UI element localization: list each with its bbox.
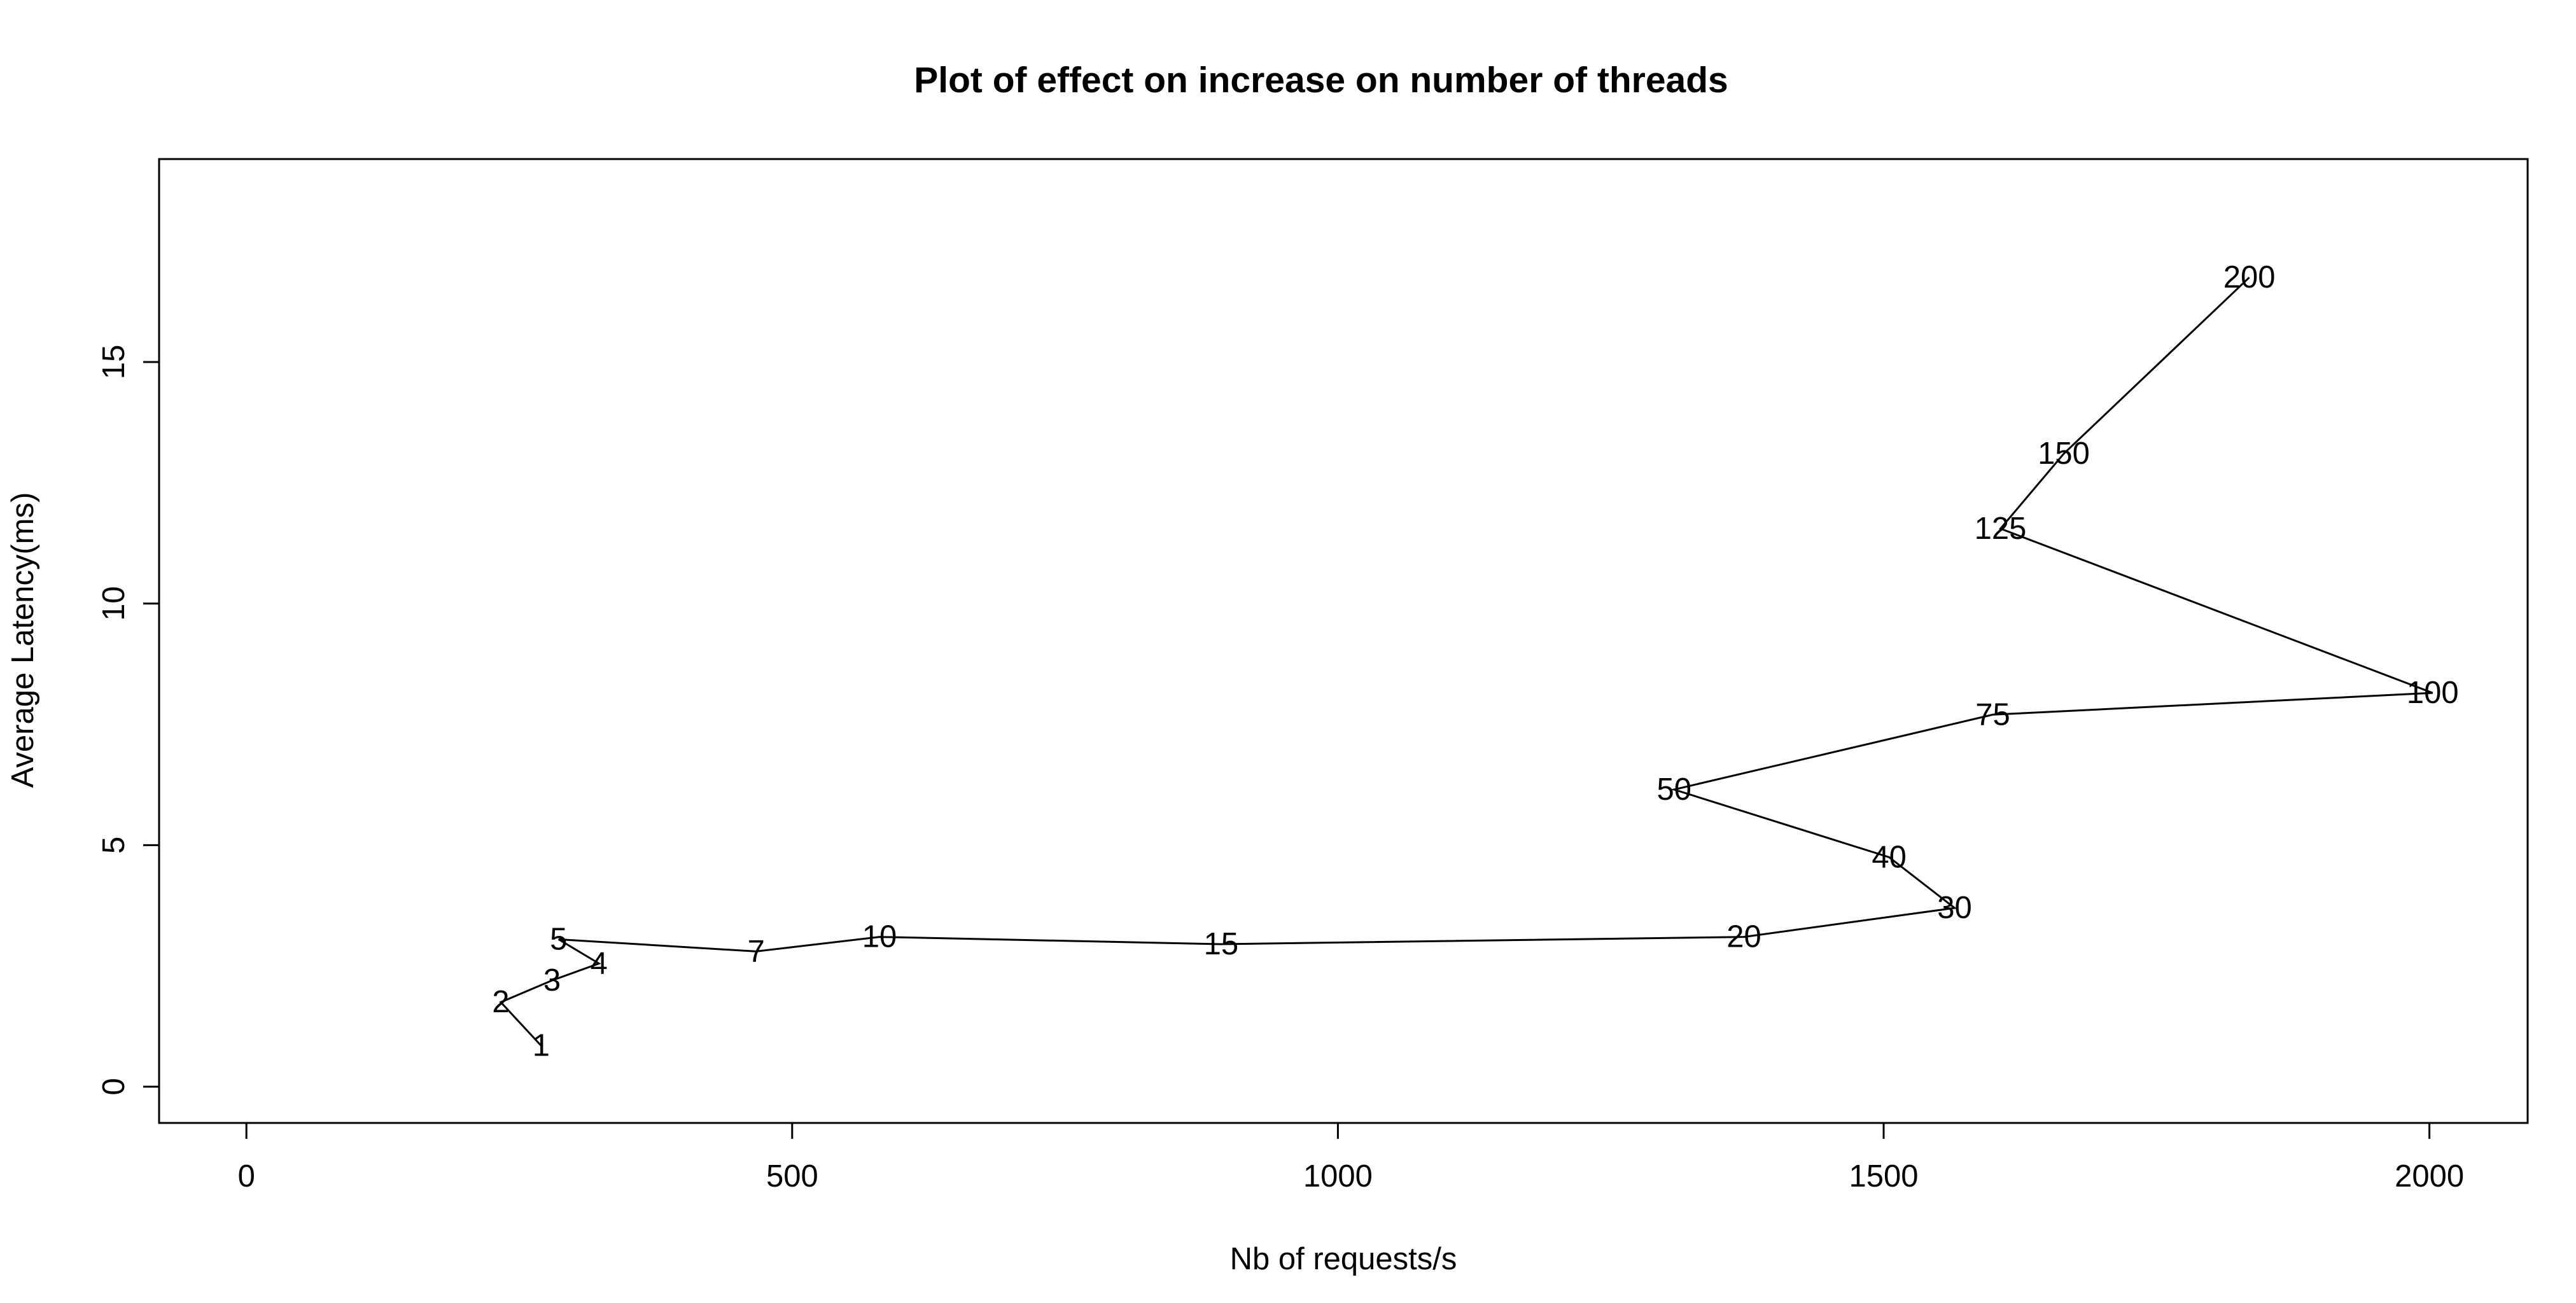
- data-point-label: 1: [533, 1028, 550, 1063]
- data-point-label: 200: [2223, 260, 2276, 295]
- y-tick-label: 10: [97, 586, 131, 621]
- y-tick-label: 0: [97, 1078, 131, 1095]
- data-point-label: 3: [543, 963, 561, 998]
- data-point-label: 5: [550, 922, 567, 956]
- x-tick-label: 2000: [2395, 1159, 2464, 1194]
- series-line: [499, 277, 2433, 1047]
- series: 123 45 7 10 15 20 30 40 50 75 100 125 150 200: [492, 260, 2458, 1063]
- data-point-label: 50: [1656, 772, 1691, 807]
- data-point-label: 100: [2407, 676, 2459, 710]
- data-point-label: 7: [748, 934, 765, 968]
- data-point-label: 10: [862, 920, 897, 954]
- data-point-label: 2: [492, 985, 509, 1019]
- data-point-label: 125: [1975, 512, 2027, 546]
- y-tick-label: 15: [97, 345, 131, 380]
- data-point-label: 20: [1726, 920, 1761, 954]
- chart-title: Plot of effect on increase on number of …: [914, 60, 1728, 101]
- data-point-label: 75: [1975, 697, 2010, 732]
- y-axis: 0 5 10 15: [97, 345, 160, 1096]
- data-point-label: 4: [591, 946, 608, 980]
- data-point-label: 40: [1872, 840, 1907, 874]
- data-point-label: 30: [1937, 891, 1972, 925]
- y-axis-label: Average Latency(ms): [6, 492, 40, 788]
- data-point-label: 150: [2038, 436, 2090, 471]
- x-tick-label: 500: [766, 1159, 818, 1194]
- y-tick-label: 5: [97, 837, 131, 854]
- data-point-label: 15: [1204, 927, 1239, 961]
- x-tick-label: 1500: [1849, 1159, 1919, 1194]
- x-tick-label: 0: [238, 1159, 255, 1194]
- x-axis-label: Nb of requests/s: [1230, 1242, 1457, 1276]
- x-tick-label: 1000: [1303, 1159, 1373, 1194]
- plot-area-border: [158, 158, 2529, 1124]
- x-axis: 0 500 1000 1500 2000: [238, 1122, 2464, 1194]
